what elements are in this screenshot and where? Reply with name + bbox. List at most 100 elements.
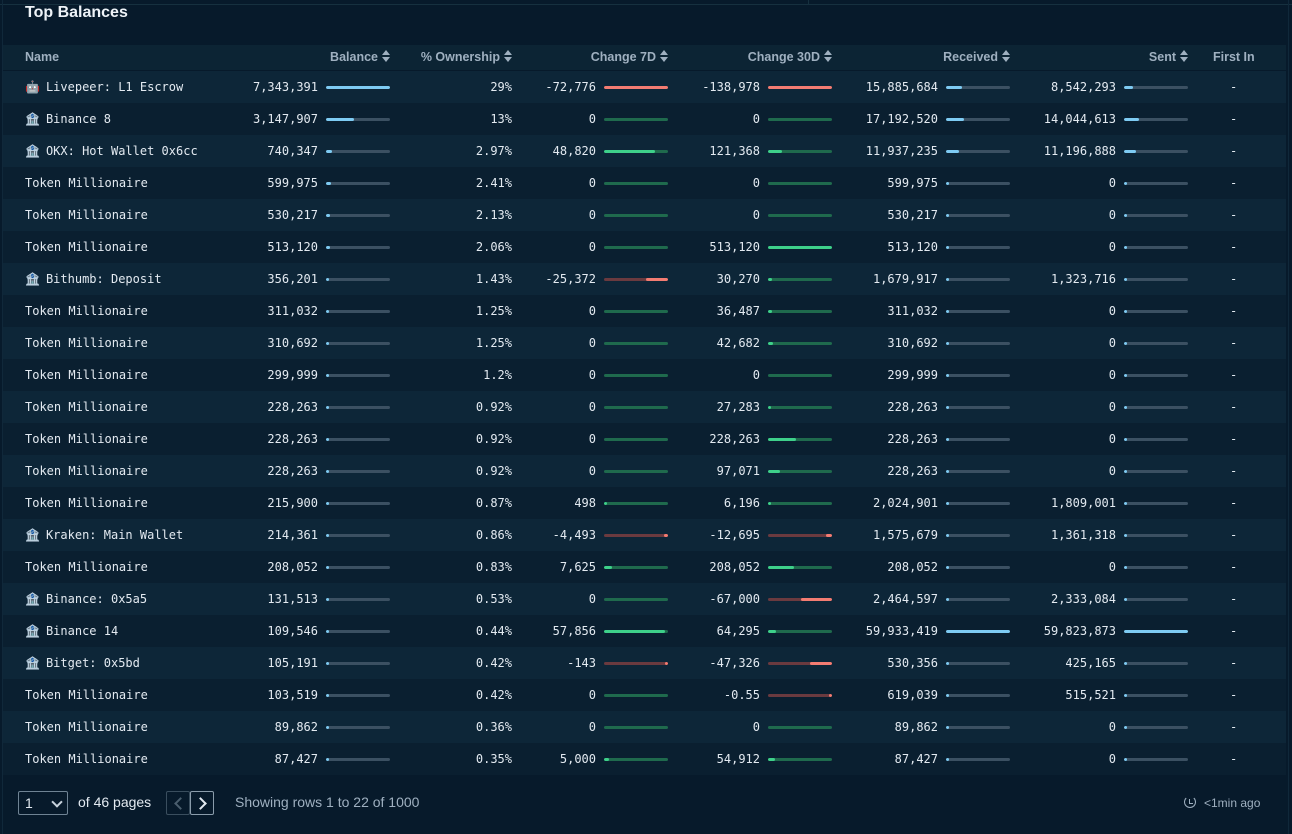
prev-page-button[interactable] <box>166 791 190 815</box>
table-row[interactable]: Token Millionaire 513,120 2.06% 0 513,120 513… <box>3 231 1286 263</box>
entity-name[interactable]: Token Millionaire <box>25 560 148 574</box>
table-row[interactable]: Token Millionaire 87,427 0.35% 5,000 54,912 8… <box>3 743 1286 775</box>
entity-name[interactable]: Token Millionaire <box>25 432 148 446</box>
name-cell[interactable]: Token Millionaire <box>25 231 148 263</box>
column-header-name[interactable]: Name <box>25 45 59 70</box>
name-cell[interactable]: 🏦 OKX: Hot Wallet 0x6cc <box>25 135 198 167</box>
table-row[interactable]: Token Millionaire 89,862 0.36% 0 0 89,862 0 - <box>3 711 1286 743</box>
entity-name[interactable]: Token Millionaire <box>25 752 148 766</box>
sent-value: 0 <box>1108 176 1116 190</box>
table-row[interactable]: 🏦 Binance: 0x5a5 131,513 0.53% 0 -67,000 2,464… <box>3 583 1286 615</box>
entity-name[interactable]: Bithumb: Deposit <box>45 272 162 286</box>
name-cell[interactable]: Token Millionaire <box>25 711 148 743</box>
table-row[interactable]: Token Millionaire 228,263 0.92% 0 27,283 228,… <box>3 391 1286 423</box>
change-7d-bar <box>604 85 668 89</box>
table-row[interactable]: 🤖 Livepeer: L1 Escrow 7,343,391 29% -72,776 -… <box>3 71 1286 103</box>
table-row[interactable]: 🏦 Kraken: Main Wallet 214,361 0.86% -4,493 -1… <box>3 519 1286 551</box>
table-row[interactable]: Token Millionaire 208,052 0.83% 7,625 208,05… <box>3 551 1286 583</box>
table-row[interactable]: Token Millionaire 215,900 0.87% 498 6,196 2,0… <box>3 487 1286 519</box>
balance-bar <box>326 533 390 537</box>
name-cell[interactable]: 🤖 Livepeer: L1 Escrow <box>25 71 183 103</box>
entity-name[interactable]: Binance 14 <box>45 624 119 638</box>
entity-name[interactable]: Token Millionaire <box>25 496 148 510</box>
entity-name[interactable]: Token Millionaire <box>25 336 148 350</box>
name-cell[interactable]: Token Millionaire <box>25 487 148 519</box>
change-7d-value: 7,625 <box>559 560 596 574</box>
column-header-change-30d[interactable]: Change 30D <box>748 45 832 70</box>
received-value: 1,679,917 <box>872 272 938 286</box>
name-cell[interactable]: 🏦 Bitget: 0x5bd <box>25 647 140 679</box>
entity-name[interactable]: Token Millionaire <box>25 240 148 254</box>
next-page-button[interactable] <box>190 791 214 815</box>
name-cell[interactable]: Token Millionaire <box>25 551 148 583</box>
table-row[interactable]: Token Millionaire 310,692 1.25% 0 42,682 310,… <box>3 327 1286 359</box>
bank-icon: 🏦 <box>25 592 40 606</box>
column-header-first-in[interactable]: First In <box>1213 45 1255 70</box>
balance-bar-fill <box>326 597 329 601</box>
entity-name[interactable]: Token Millionaire <box>25 208 148 222</box>
entity-name[interactable]: Binance 8 <box>45 112 111 126</box>
sent-value: 425,165 <box>1065 656 1116 670</box>
change-7d-bar <box>604 213 668 217</box>
name-cell[interactable]: Token Millionaire <box>25 327 148 359</box>
column-header-sent[interactable]: Sent <box>1149 45 1188 70</box>
name-cell[interactable]: Token Millionaire <box>25 679 148 711</box>
entity-name[interactable]: Livepeer: L1 Escrow <box>45 80 184 94</box>
page-select[interactable]: 1 <box>18 791 68 815</box>
entity-name[interactable]: Token Millionaire <box>25 720 148 734</box>
refresh-icon[interactable] <box>1184 796 1196 808</box>
name-cell[interactable]: Token Millionaire <box>25 199 148 231</box>
name-cell[interactable]: Token Millionaire <box>25 359 148 391</box>
table-row[interactable]: Token Millionaire 311,032 1.25% 0 36,487 311,… <box>3 295 1286 327</box>
name-cell[interactable]: 🏦 Binance: 0x5a5 <box>25 583 147 615</box>
received-bar <box>946 565 1010 569</box>
ownership-value: 0.35% <box>475 752 512 766</box>
entity-name[interactable]: Token Millionaire <box>25 688 148 702</box>
name-cell[interactable]: Token Millionaire <box>25 455 148 487</box>
entity-name[interactable]: Token Millionaire <box>25 400 148 414</box>
table-row[interactable]: Token Millionaire 103,519 0.42% 0 -0.55 619,0… <box>3 679 1286 711</box>
name-cell[interactable]: Token Millionaire <box>25 295 148 327</box>
column-header-change-7d[interactable]: Change 7D <box>591 45 668 70</box>
entity-name[interactable]: Token Millionaire <box>25 176 148 190</box>
change-30d-bar-fill <box>768 437 796 441</box>
first-in-value: - <box>1230 496 1238 510</box>
table-row[interactable]: Token Millionaire 228,263 0.92% 0 228,263 228… <box>3 423 1286 455</box>
change-7d-bar <box>604 149 668 153</box>
entity-name[interactable]: Binance: 0x5a5 <box>45 592 148 606</box>
entity-name[interactable]: Kraken: Main Wallet <box>45 528 184 542</box>
name-cell[interactable]: 🏦 Binance 14 <box>25 615 118 647</box>
change-30d-value: 0 <box>752 208 760 222</box>
table-row[interactable]: Token Millionaire 530,217 2.13% 0 0 530,217 0 - <box>3 199 1286 231</box>
change-7d-bar <box>604 117 668 121</box>
entity-name[interactable]: Token Millionaire <box>25 368 148 382</box>
rows-showing-text: Showing rows 1 to 22 of 1000 <box>235 794 420 810</box>
column-header-received[interactable]: Received <box>943 45 1010 70</box>
table-row[interactable]: 🏦 Binance 14 109,546 0.44% 57,856 64,295 59,93… <box>3 615 1286 647</box>
table-row[interactable]: 🏦 OKX: Hot Wallet 0x6cc 740,347 2.97% 48,820… <box>3 135 1286 167</box>
name-cell[interactable]: Token Millionaire <box>25 167 148 199</box>
received-bar-fill <box>946 725 949 729</box>
balance-bar <box>326 405 390 409</box>
entity-name[interactable]: Token Millionaire <box>25 464 148 478</box>
table-row[interactable]: Token Millionaire 299,999 1.2% 0 0 299,999 0 - <box>3 359 1286 391</box>
entity-name[interactable]: Token Millionaire <box>25 304 148 318</box>
entity-name[interactable]: OKX: Hot Wallet 0x6cc <box>45 144 198 158</box>
name-cell[interactable]: 🏦 Kraken: Main Wallet <box>25 519 183 551</box>
table-row[interactable]: 🏦 Bitget: 0x5bd 105,191 0.42% -143 -47,326 530… <box>3 647 1286 679</box>
name-cell[interactable]: Token Millionaire <box>25 391 148 423</box>
table-row[interactable]: 🏦 Binance 8 3,147,907 13% 0 0 17,192,520 14,044… <box>3 103 1286 135</box>
received-bar <box>946 85 1010 89</box>
change-30d-value: 0 <box>752 176 760 190</box>
name-cell[interactable]: 🏦 Binance 8 <box>25 103 111 135</box>
column-header-balance[interactable]: Balance <box>330 45 390 70</box>
name-cell[interactable]: 🏦 Bithumb: Deposit <box>25 263 162 295</box>
received-bar-fill <box>946 309 949 313</box>
name-cell[interactable]: Token Millionaire <box>25 423 148 455</box>
table-row[interactable]: Token Millionaire 599,975 2.41% 0 0 599,975 0 - <box>3 167 1286 199</box>
table-row[interactable]: Token Millionaire 228,263 0.92% 0 97,071 228,… <box>3 455 1286 487</box>
column-header-ownership[interactable]: % Ownership <box>421 45 512 70</box>
name-cell[interactable]: Token Millionaire <box>25 743 148 775</box>
table-row[interactable]: 🏦 Bithumb: Deposit 356,201 1.43% -25,372 30,2… <box>3 263 1286 295</box>
entity-name[interactable]: Bitget: 0x5bd <box>45 656 140 670</box>
